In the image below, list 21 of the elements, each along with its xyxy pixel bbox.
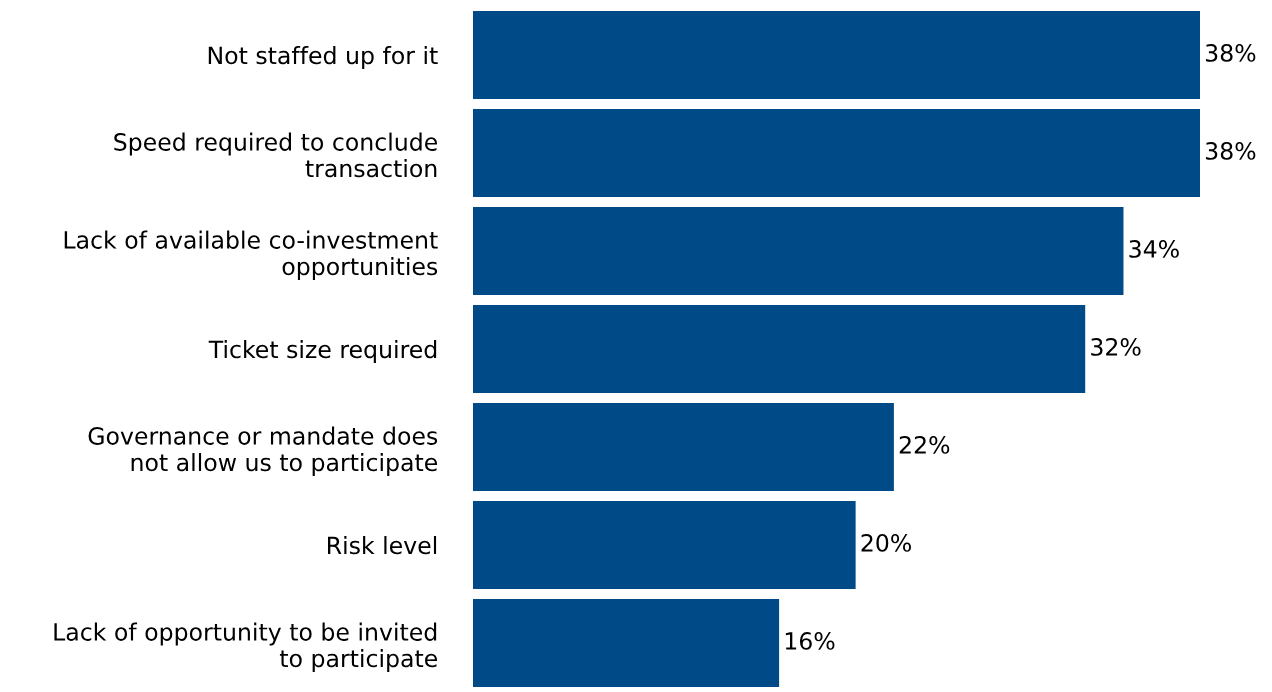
bar	[473, 304, 1086, 394]
y-tick-label: Ticket size required	[208, 340, 437, 363]
bar	[473, 598, 780, 688]
y-tick-label: Risk level	[328, 536, 437, 555]
data-label: 22%	[899, 435, 950, 454]
bar	[473, 500, 856, 590]
bar	[473, 108, 1200, 198]
bar	[473, 402, 894, 492]
data-label: 38%	[1205, 43, 1256, 62]
y-tick-label: Not staffed up for it	[208, 46, 438, 69]
y-tick-label: Speed required to conclude transaction	[114, 132, 438, 178]
data-label: 34%	[1129, 239, 1179, 258]
y-tick-label: Lack of opportunity to be invited to participate	[54, 622, 438, 672]
y-tick-label: Governance or mandate does not allow us to participate	[88, 426, 438, 476]
bar	[473, 10, 1200, 100]
bar	[473, 206, 1124, 296]
y-tick-label: Lack of available co-investment opportunities	[64, 230, 438, 280]
data-label: 16%	[785, 631, 835, 650]
data-label: 20%	[861, 533, 911, 552]
data-label: 38%	[1205, 141, 1256, 160]
data-label: 32%	[1091, 337, 1141, 356]
